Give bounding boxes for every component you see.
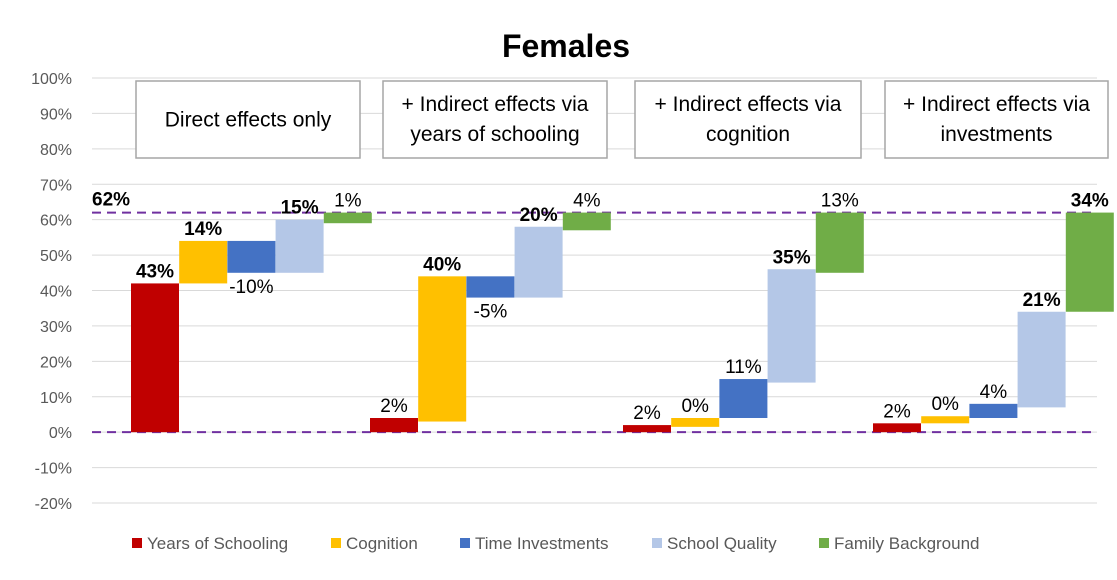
bar	[514, 226, 563, 298]
legend-label: Family Background	[834, 534, 980, 553]
legend-label: Years of Schooling	[147, 534, 288, 553]
group-label-line: investments	[940, 123, 1052, 146]
legend-swatch	[652, 538, 662, 548]
chart-title: Females	[502, 28, 630, 64]
y-tick-label: 0%	[49, 425, 72, 442]
legend-swatch	[132, 538, 142, 548]
bar	[1017, 311, 1066, 408]
legend: Years of Schooling Cognition Time Investme…	[132, 534, 980, 553]
data-label: 2%	[380, 396, 408, 417]
data-label: 21%	[1023, 290, 1061, 311]
bar	[623, 425, 671, 433]
data-label: 35%	[773, 247, 811, 268]
data-label: 15%	[281, 198, 319, 219]
y-tick-label: -20%	[35, 496, 72, 513]
data-label: -5%	[474, 302, 508, 323]
bars	[131, 212, 1114, 433]
group-label-line: years of schooling	[410, 123, 579, 146]
data-label: 13%	[821, 191, 859, 212]
y-axis-tick-labels: -20% -10% 0% 10% 20% 30% 40% 50% 60% 70% 80% 90% 100…	[31, 71, 72, 513]
bar	[227, 240, 276, 273]
legend-swatch	[819, 538, 829, 548]
group-label-line: + Indirect effects via	[655, 93, 842, 116]
bar	[873, 423, 921, 433]
y-tick-label: 60%	[40, 213, 72, 230]
data-label: 4%	[573, 191, 601, 212]
data-label: 14%	[184, 219, 222, 240]
legend-swatch	[460, 538, 470, 548]
bar	[921, 416, 970, 424]
bar	[1065, 212, 1114, 312]
data-label: 34%	[1071, 191, 1109, 212]
bar	[969, 403, 1018, 418]
group-label-box	[135, 80, 361, 159]
data-label: 4%	[980, 382, 1008, 403]
data-label: 1%	[334, 191, 362, 212]
bar	[466, 276, 515, 298]
reference-line-label: 62%	[92, 190, 130, 211]
bar	[767, 269, 816, 383]
group-label-box	[634, 80, 862, 159]
y-tick-label: 40%	[40, 284, 72, 301]
bar	[131, 283, 179, 433]
bar	[418, 276, 467, 422]
y-tick-label: 50%	[40, 248, 72, 265]
y-tick-label: 30%	[40, 319, 72, 336]
legend-label: Cognition	[346, 534, 418, 553]
y-tick-label: -10%	[35, 461, 72, 478]
data-label: 11%	[725, 357, 762, 378]
data-label: 0%	[931, 394, 959, 415]
y-tick-label: 70%	[40, 177, 72, 194]
group-label-line: cognition	[706, 123, 790, 146]
y-tick-label: 10%	[40, 390, 72, 407]
bar	[179, 240, 228, 284]
group-label-box	[884, 80, 1109, 159]
legend-swatch	[331, 538, 341, 548]
bar	[562, 212, 611, 231]
bar	[275, 219, 324, 273]
data-label: 0%	[681, 396, 709, 417]
data-label: 43%	[136, 261, 174, 282]
group-label-line: + Indirect effects via	[903, 93, 1090, 116]
bar	[671, 418, 720, 427]
legend-label: Time Investments	[475, 534, 609, 553]
y-tick-label: 90%	[40, 106, 72, 123]
group-label-box	[382, 80, 608, 159]
data-label: -10%	[229, 277, 273, 298]
group-label-boxes: Direct effects only + Indirect effects vi…	[135, 80, 1109, 159]
data-label: 40%	[423, 254, 461, 275]
legend-label: School Quality	[667, 534, 777, 553]
group-label-line: + Indirect effects via	[402, 93, 589, 116]
bar	[719, 379, 768, 418]
y-tick-label: 80%	[40, 142, 72, 159]
y-tick-label: 20%	[40, 354, 72, 371]
bar	[815, 212, 864, 273]
data-label: 2%	[633, 403, 661, 424]
y-tick-label: 100%	[31, 71, 72, 88]
data-labels: 43% 14% -10% 15% 1% 2% 40% -5% 20% 4% 2% 0% 11% 35% 13…	[136, 191, 1109, 425]
group-label: Direct effects only	[165, 109, 332, 132]
bar	[370, 418, 418, 433]
data-label: 20%	[520, 205, 558, 226]
data-label: 2%	[883, 401, 911, 422]
bar	[323, 212, 372, 224]
